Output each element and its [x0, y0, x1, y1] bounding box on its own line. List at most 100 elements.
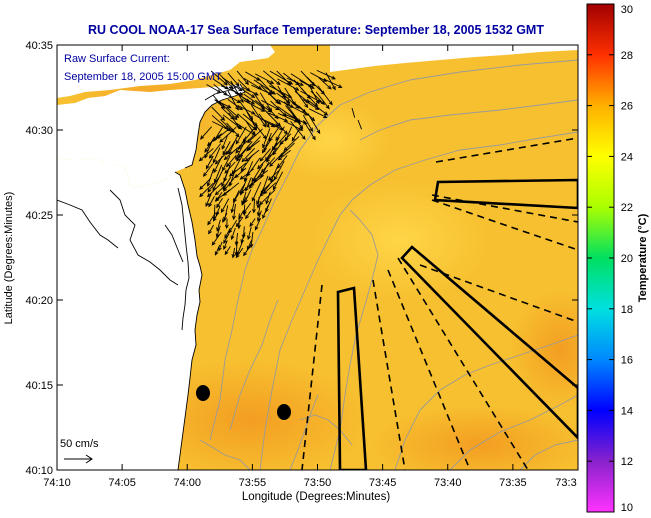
- current-arrow-head: [263, 190, 268, 195]
- current-arrow: [211, 106, 225, 121]
- current-arrow: [203, 163, 214, 177]
- current-arrow: [244, 189, 252, 203]
- colorbar-tick-label: 10: [621, 502, 633, 514]
- colorbar-tick-label: 28: [621, 50, 633, 62]
- current-arrow: [278, 149, 291, 161]
- current-arrow-head: [214, 251, 219, 256]
- current-arrow-head: [202, 172, 207, 177]
- current-arrow: [250, 104, 266, 127]
- current-arrow: [266, 147, 278, 162]
- current-arrow: [224, 227, 231, 239]
- current-arrow-head: [286, 81, 292, 86]
- current-arrow-head: [208, 230, 212, 235]
- current-arrow-head: [222, 166, 226, 172]
- colorbar-tick-label: 30: [621, 4, 633, 16]
- y-tick-label: 40:30: [25, 125, 53, 137]
- current-arrow-head: [272, 185, 277, 191]
- current-arrow: [262, 140, 271, 153]
- current-arrow: [216, 219, 221, 231]
- current-arrow: [243, 78, 262, 90]
- current-arrow-head: [251, 131, 256, 136]
- current-arrow-head: [207, 221, 212, 226]
- current-arrow: [310, 90, 325, 105]
- current-arrow: [302, 119, 316, 140]
- current-arrow-head: [228, 150, 232, 155]
- current-arrow: [280, 142, 295, 157]
- current-arrow: [228, 219, 238, 233]
- current-arrow: [213, 204, 216, 220]
- current-arrow-head: [199, 135, 205, 140]
- current-arrow-head: [332, 85, 336, 91]
- x-tick-label: 73:3: [555, 477, 576, 489]
- current-arrow: [240, 154, 254, 172]
- current-arrow-head: [233, 198, 237, 203]
- current-arrow-head: [212, 159, 217, 164]
- current-arrow-head: [241, 158, 246, 163]
- current-arrow: [254, 218, 262, 230]
- current-arrow: [236, 240, 244, 255]
- current-arrow: [215, 183, 228, 196]
- current-arrow-head: [239, 175, 244, 180]
- current-arrow: [227, 99, 243, 111]
- current-arrow: [292, 86, 308, 108]
- y-tick-label: 40:20: [25, 295, 53, 307]
- current-arrow: [253, 170, 269, 182]
- current-arrow-head: [282, 112, 287, 117]
- current-arrow-head: [235, 106, 239, 111]
- current-arrow: [247, 140, 260, 150]
- current-arrow-head: [316, 129, 321, 135]
- current-arrow-head: [216, 227, 220, 232]
- current-arrow-head: [205, 165, 210, 170]
- current-arrow-head: [219, 138, 224, 143]
- current-arrow: [245, 210, 252, 219]
- current-arrow-head: [258, 201, 264, 206]
- current-arrow: [268, 112, 288, 122]
- land-mainland: [57, 158, 202, 470]
- colorbar-tick-label: 14: [621, 405, 633, 417]
- map-title: RU COOL NOAA-17 Sea Surface Temperature:…: [88, 23, 544, 37]
- current-arrow-head: [299, 124, 304, 130]
- current-arrow: [306, 99, 328, 116]
- current-arrow-head: [204, 148, 209, 153]
- current-arrow: [224, 161, 236, 174]
- current-arrow-head: [283, 130, 289, 135]
- current-arrow: [306, 76, 325, 95]
- scale-arrow: [64, 454, 93, 464]
- current-arrow: [318, 77, 332, 90]
- current-arrow: [199, 182, 214, 197]
- current-arrow: [237, 79, 251, 92]
- current-arrow: [226, 122, 240, 137]
- current-vectors: [198, 69, 363, 259]
- current-arrow: [234, 167, 247, 178]
- current-arrow: [275, 126, 285, 141]
- current-arrow: [290, 121, 306, 140]
- current-arrow: [223, 240, 228, 250]
- current-arrow-head: [225, 163, 230, 168]
- current-arrow: [218, 73, 234, 89]
- current-arrow: [257, 154, 272, 169]
- current-arrow-head: [235, 222, 240, 228]
- current-arrow-head: [223, 81, 228, 86]
- colorbar-tick-label: 20: [621, 253, 633, 265]
- current-arrow-head: [235, 82, 240, 87]
- current-arrow-head: [320, 100, 325, 106]
- current-arrow-head: [251, 209, 256, 214]
- current-arrow: [227, 72, 240, 87]
- current-arrow: [237, 135, 254, 150]
- current-arrow: [294, 91, 310, 104]
- current-arrow-head: [199, 185, 204, 190]
- current-arrow-head: [246, 147, 251, 152]
- current-arrow-head: [225, 150, 230, 156]
- current-arrow: [231, 199, 236, 213]
- current-arrow: [206, 155, 214, 169]
- current-arrow: [236, 70, 249, 85]
- current-arrow: [258, 78, 273, 94]
- current-arrow: [357, 119, 363, 130]
- current-arrow-head: [301, 135, 306, 140]
- current-arrow-head: [243, 251, 248, 257]
- current-arrow: [207, 168, 215, 187]
- current-arrow: [222, 141, 231, 155]
- x-tick-label: 74:05: [108, 477, 136, 489]
- current-arrow-head: [277, 100, 282, 105]
- current-arrow-head: [260, 103, 264, 109]
